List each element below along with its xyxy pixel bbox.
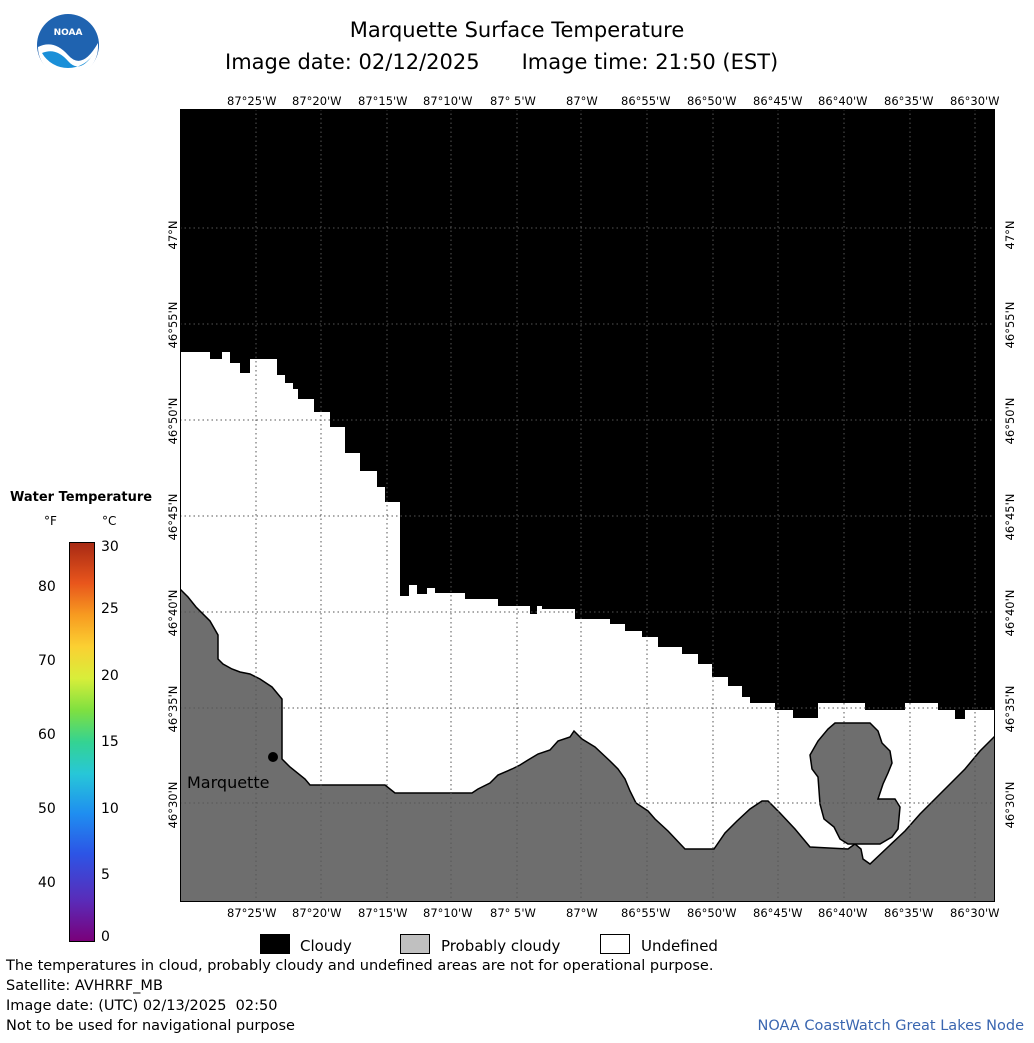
lat-label: 46°40'N (1003, 589, 1017, 637)
lat-label: 46°35'N (1003, 685, 1017, 733)
probably-cloudy-label: Probably cloudy (441, 937, 561, 955)
lat-label: 46°30'N (166, 781, 180, 829)
lat-label: 46°45'N (1003, 493, 1017, 541)
lon-label: 86°50'W (687, 94, 737, 108)
lon-label: 87°10'W (423, 906, 473, 920)
unit-celsius: °C (102, 514, 117, 528)
lon-label: 86°50'W (687, 906, 737, 920)
land-area (180, 587, 995, 902)
c-tick: 20 (101, 668, 119, 684)
image-date: Image date: 02/12/2025 (225, 50, 480, 74)
image-subtitle: Image date: 02/12/2025 Image time: 21:50 … (225, 50, 778, 74)
lat-label: 46°30'N (1003, 781, 1017, 829)
f-tick: 60 (38, 727, 56, 743)
lon-label: 87°15'W (358, 94, 408, 108)
c-tick: 0 (101, 929, 110, 945)
operational-note: The temperatures in cloud, probably clou… (6, 958, 714, 974)
navigation-warning: Not to be used for navigational purpose (6, 1018, 295, 1034)
unit-fahrenheit: °F (44, 514, 57, 528)
lon-label: 87°W (566, 94, 598, 108)
c-tick: 25 (101, 601, 119, 617)
lon-label: 86°35'W (884, 906, 934, 920)
probably-cloudy-swatch (400, 934, 430, 954)
temperature-colorbar (69, 542, 95, 942)
undefined-label: Undefined (641, 937, 718, 955)
lon-label: 87°20'W (292, 94, 342, 108)
lon-label: 86°45'W (753, 94, 803, 108)
map-area[interactable]: Marquette (180, 109, 995, 902)
f-tick: 70 (38, 653, 56, 669)
lon-label: 86°40'W (818, 94, 868, 108)
lon-label: 87°25'W (227, 906, 277, 920)
cloud-area (180, 109, 995, 719)
image-time: Image time: 21:50 (EST) (521, 50, 779, 74)
c-tick: 5 (101, 867, 110, 883)
credit-link[interactable]: NOAA CoastWatch Great Lakes Node (757, 1018, 1024, 1034)
lon-label: 86°45'W (753, 906, 803, 920)
graticule (180, 109, 995, 902)
lat-label: 46°45'N (166, 493, 180, 541)
marquette-marker (268, 752, 278, 762)
page-title: Marquette Surface Temperature (349, 18, 685, 42)
lat-label: 46°35'N (166, 685, 180, 733)
marquette-label: Marquette (187, 773, 269, 792)
c-tick: 10 (101, 801, 119, 817)
lat-label: 47°N (1003, 220, 1017, 250)
undefined-swatch (600, 934, 630, 954)
f-tick: 80 (38, 579, 56, 595)
lon-label: 87° 5'W (490, 906, 536, 920)
lon-label: 87°25'W (227, 94, 277, 108)
cloudy-swatch (260, 934, 290, 954)
lon-label: 86°30'W (950, 94, 1000, 108)
c-tick: 15 (101, 734, 119, 750)
f-tick: 50 (38, 801, 56, 817)
lon-label: 87°20'W (292, 906, 342, 920)
legend-title: Water Temperature (10, 490, 153, 505)
lon-label: 87°10'W (423, 94, 473, 108)
lat-label: 46°50'N (166, 397, 180, 445)
lat-label: 46°50'N (1003, 397, 1017, 445)
noaa-logo: NOAA (37, 14, 99, 77)
lon-label: 86°30'W (950, 906, 1000, 920)
lon-label: 86°35'W (884, 94, 934, 108)
utc-image-date: Image date: (UTC) 02/13/2025 02:50 (6, 998, 278, 1014)
noaa-logo-text: NOAA (54, 28, 83, 38)
map-border (180, 109, 995, 902)
lon-label: 86°55'W (621, 94, 671, 108)
lon-label: 86°55'W (621, 906, 671, 920)
satellite-info: Satellite: AVHRRF_MB (6, 978, 163, 994)
cloudy-label: Cloudy (300, 937, 352, 955)
c-tick: 30 (101, 539, 119, 555)
lon-label: 86°40'W (818, 906, 868, 920)
f-tick: 40 (38, 875, 56, 891)
lon-label: 87°15'W (358, 906, 408, 920)
lat-label: 46°55'N (166, 301, 180, 349)
island-area (809, 722, 901, 845)
lon-label: 87°W (566, 906, 598, 920)
lat-label: 47°N (166, 220, 180, 250)
lon-label: 87° 5'W (490, 94, 536, 108)
lat-label: 46°55'N (1003, 301, 1017, 349)
lat-label: 46°40'N (166, 589, 180, 637)
